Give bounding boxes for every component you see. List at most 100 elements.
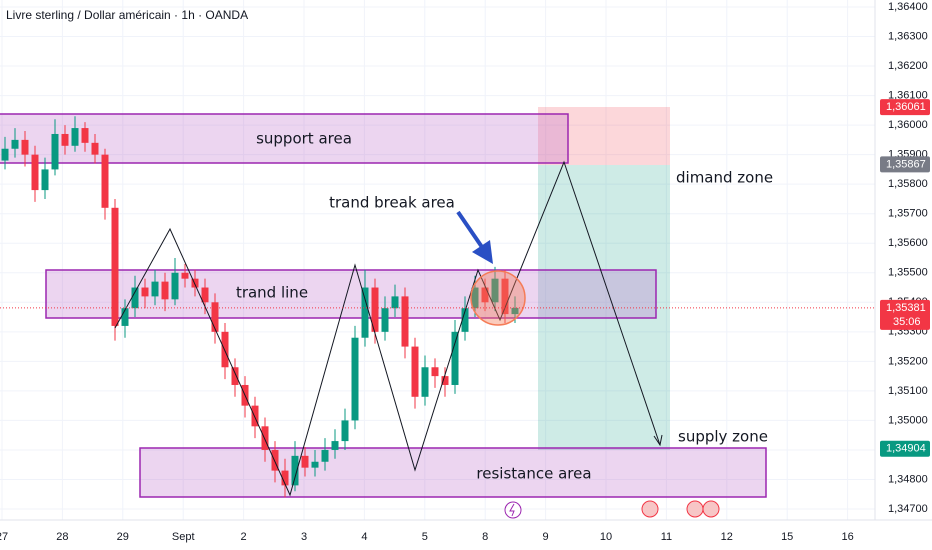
y-tick-label: 1,35000 [888, 414, 928, 426]
x-tick-label: 12 [721, 531, 733, 543]
candle-body [281, 470, 289, 486]
stop-zone [538, 107, 670, 165]
x-tick-label: 29 [117, 531, 129, 543]
candle-body [411, 346, 419, 397]
price-badge [880, 99, 930, 116]
candle-body [211, 302, 219, 332]
candle-body [191, 278, 199, 288]
x-tick-label: 9 [543, 531, 549, 543]
candle-body [11, 139, 19, 149]
y-tick-label: 1,36300 [888, 30, 928, 42]
candles [1, 116, 519, 498]
x-tick-label: 3 [301, 531, 307, 543]
x-tick-label: 16 [841, 531, 853, 543]
candle-body [391, 296, 399, 309]
price-badge [880, 156, 930, 173]
candle-body [151, 281, 159, 297]
y-tick-label: 1,35500 [888, 267, 928, 279]
candle-body [381, 308, 389, 332]
price-badge-label: 1,35381 [886, 302, 926, 314]
x-tick-label: 27 [0, 531, 8, 543]
candle-body [271, 449, 279, 471]
x-tick-label: 2 [241, 531, 247, 543]
candle-body [171, 272, 179, 300]
candle-body [461, 308, 469, 332]
candle-body [501, 278, 509, 315]
candle-body [101, 154, 109, 208]
resistance-label: resistance area [476, 465, 591, 483]
candle-body [121, 308, 129, 326]
chart-title: Livre sterling / Dollar américain · 1h ·… [6, 8, 248, 22]
candle-body [91, 142, 99, 155]
support-label: support area [256, 130, 352, 148]
y-tick-label: 1,36400 [888, 1, 928, 13]
candle-body [311, 461, 319, 468]
candle-body [441, 376, 449, 385]
y-tick-label: 1,36200 [888, 60, 928, 72]
event-icon[interactable] [504, 501, 522, 519]
candle-body [291, 455, 299, 486]
candle-body [261, 426, 269, 450]
candle-body [181, 272, 189, 279]
break-circle [470, 270, 526, 326]
candle-body [251, 405, 259, 427]
price-badge-label: 1,36061 [886, 101, 926, 113]
candle-body [71, 128, 79, 146]
candle-body [481, 287, 489, 303]
x-tick-label: 11 [661, 531, 672, 543]
price-badge [880, 440, 930, 457]
supply-label: supply zone [678, 428, 768, 446]
price-badge-label: 1,34904 [886, 443, 926, 455]
y-tick-label: 1,35100 [888, 385, 928, 397]
x-tick-label: 4 [361, 531, 367, 543]
x-tick-label: 8 [482, 531, 488, 543]
candle-body [81, 128, 89, 143]
candle-body [31, 154, 39, 191]
candle-body [231, 367, 239, 385]
price-badge [880, 299, 930, 330]
x-tick-label: 28 [56, 531, 68, 543]
y-tick-label: 1,36000 [888, 119, 928, 131]
flag-icon[interactable] [641, 500, 659, 518]
candle-body [161, 281, 169, 300]
candle-body [1, 148, 9, 161]
y-tick-label: 1,34800 [888, 473, 928, 485]
projection-path [114, 160, 661, 497]
break-label: trand break area [329, 194, 455, 212]
candle-body [41, 169, 49, 191]
arrow-head [653, 434, 663, 447]
x-tick-label: 15 [781, 531, 793, 543]
candle-body [401, 296, 409, 347]
candle-body [221, 331, 229, 368]
candle-body [361, 287, 369, 338]
candle-body [371, 287, 379, 332]
flag-icon[interactable] [702, 500, 720, 518]
countdown: 35:06 [893, 316, 921, 328]
x-tick-label: 5 [422, 531, 428, 543]
y-tick-label: 1,35800 [888, 178, 928, 190]
demand-label: dimand zone [676, 169, 773, 187]
candle-body [431, 367, 439, 377]
event-bolt [509, 503, 515, 517]
candle-body [201, 287, 209, 303]
candle-body [111, 207, 119, 326]
candle-body [491, 278, 499, 303]
x-tick-label: 10 [600, 531, 612, 543]
y-tick-label: 1,36100 [888, 89, 928, 101]
flag-icon[interactable] [686, 500, 704, 518]
candle-body [21, 139, 29, 155]
y-tick-label: 1,35200 [888, 355, 928, 367]
candle-body [51, 133, 59, 170]
candle-body [421, 367, 429, 397]
candle-body [471, 287, 479, 309]
x-tick-label: Sept [172, 531, 195, 543]
candle-body [141, 287, 149, 297]
price-badge-label: 1,35867 [886, 158, 926, 170]
y-tick-label: 1,34700 [888, 503, 928, 515]
candle-body [331, 441, 339, 450]
candle-body [131, 287, 139, 309]
break-arrow [456, 210, 486, 252]
